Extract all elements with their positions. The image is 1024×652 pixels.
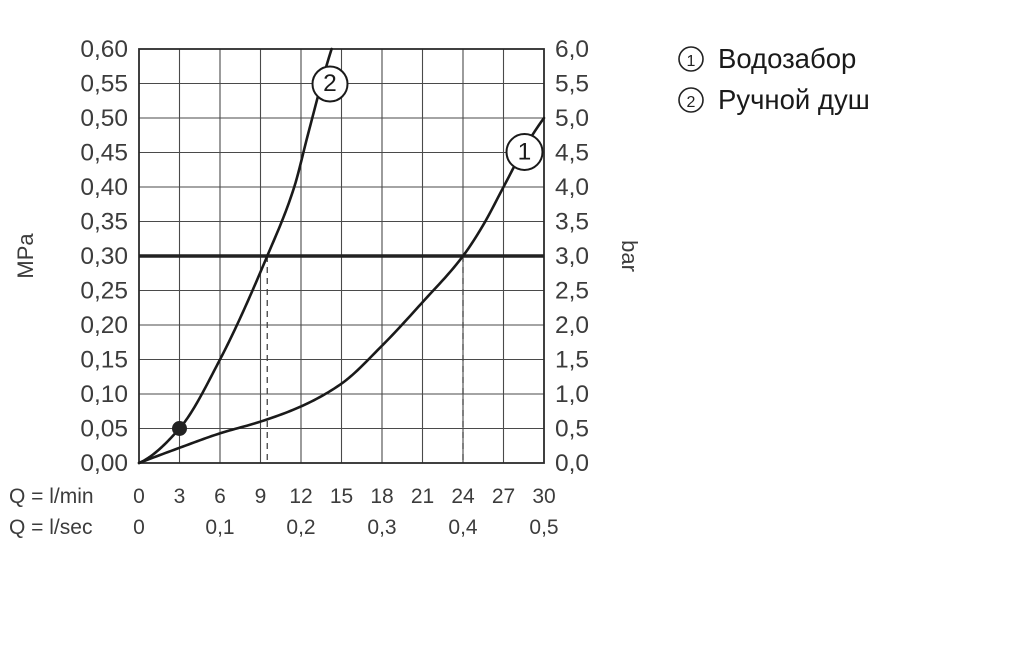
svg-text:Ручной душ: Ручной душ xyxy=(718,84,870,115)
svg-text:0,10: 0,10 xyxy=(80,381,128,408)
svg-text:1: 1 xyxy=(518,139,532,166)
svg-text:2: 2 xyxy=(323,70,337,97)
svg-text:3,5: 3,5 xyxy=(555,209,589,236)
svg-text:0,20: 0,20 xyxy=(80,312,128,339)
svg-text:0,30: 0,30 xyxy=(80,243,128,270)
svg-text:0,60: 0,60 xyxy=(80,36,128,63)
svg-text:6: 6 xyxy=(214,485,226,508)
svg-text:0: 0 xyxy=(133,516,145,539)
svg-text:1,0: 1,0 xyxy=(555,381,589,408)
svg-text:0: 0 xyxy=(133,485,145,508)
svg-text:0,2: 0,2 xyxy=(286,516,315,539)
svg-text:0,35: 0,35 xyxy=(80,209,128,236)
svg-text:15: 15 xyxy=(330,485,353,508)
svg-text:bar: bar xyxy=(617,240,642,272)
svg-text:0,45: 0,45 xyxy=(80,140,128,167)
svg-text:18: 18 xyxy=(370,485,393,508)
svg-text:Водозабор: Водозабор xyxy=(718,43,856,74)
svg-text:0,55: 0,55 xyxy=(80,71,128,98)
svg-text:0,50: 0,50 xyxy=(80,105,128,132)
svg-text:0,40: 0,40 xyxy=(80,174,128,201)
svg-text:12: 12 xyxy=(289,485,312,508)
svg-text:0,15: 0,15 xyxy=(80,347,128,374)
svg-text:1,5: 1,5 xyxy=(555,347,589,374)
svg-text:4,5: 4,5 xyxy=(555,140,589,167)
svg-text:0,00: 0,00 xyxy=(80,450,128,477)
svg-text:0,0: 0,0 xyxy=(555,450,589,477)
svg-text:4,0: 4,0 xyxy=(555,174,589,201)
svg-text:0,25: 0,25 xyxy=(80,278,128,305)
svg-text:27: 27 xyxy=(492,485,515,508)
svg-text:2,5: 2,5 xyxy=(555,278,589,305)
svg-text:0,1: 0,1 xyxy=(205,516,234,539)
svg-text:Q = l/sec: Q = l/sec xyxy=(9,516,92,539)
svg-text:MPa: MPa xyxy=(13,233,38,279)
svg-text:0,5: 0,5 xyxy=(555,416,589,443)
svg-text:0,4: 0,4 xyxy=(448,516,478,539)
svg-text:1: 1 xyxy=(687,53,696,70)
svg-text:3,0: 3,0 xyxy=(555,243,589,270)
svg-text:6,0: 6,0 xyxy=(555,36,589,63)
svg-text:Q = l/min: Q = l/min xyxy=(9,485,94,508)
svg-text:21: 21 xyxy=(411,485,434,508)
svg-text:30: 30 xyxy=(532,485,555,508)
svg-text:0,5: 0,5 xyxy=(529,516,558,539)
svg-text:9: 9 xyxy=(255,485,267,508)
svg-text:3: 3 xyxy=(174,485,186,508)
svg-text:2: 2 xyxy=(687,94,696,111)
svg-text:0,05: 0,05 xyxy=(80,416,128,443)
svg-text:0,3: 0,3 xyxy=(367,516,396,539)
svg-text:5,5: 5,5 xyxy=(555,71,589,98)
svg-text:5,0: 5,0 xyxy=(555,105,589,132)
svg-text:24: 24 xyxy=(451,485,475,508)
svg-text:2,0: 2,0 xyxy=(555,312,589,339)
